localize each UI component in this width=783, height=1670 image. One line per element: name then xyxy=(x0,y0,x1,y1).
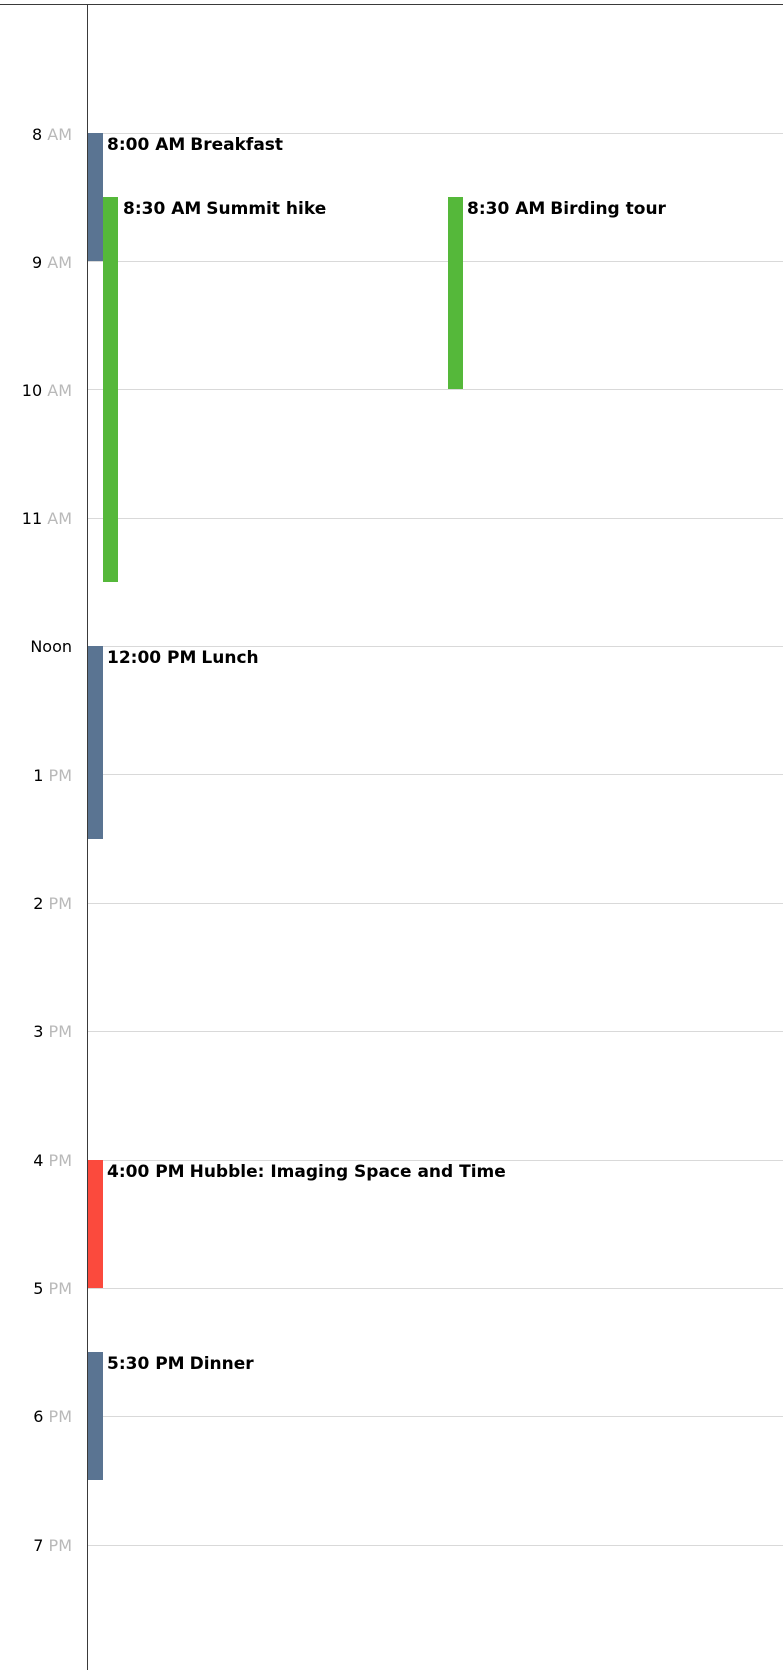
hour-label-11am: 11 AM xyxy=(21,509,72,528)
hour-line-2pm xyxy=(88,903,783,904)
hour-line-7pm xyxy=(88,1545,783,1546)
event-bar-summit-hike[interactable] xyxy=(103,197,118,582)
hour-line-11am xyxy=(88,518,783,519)
event-bar-birding-tour[interactable] xyxy=(448,197,463,389)
hour-line-5pm xyxy=(88,1288,783,1289)
hour-label-noon: Noon xyxy=(30,637,72,656)
hour-label-9am: 9 AM xyxy=(31,253,72,272)
event-lunch[interactable]: 12:00 PM Lunch xyxy=(107,648,259,668)
hour-line-10am xyxy=(88,389,783,390)
hour-line-6pm xyxy=(88,1416,783,1417)
hour-label-3pm: 3 PM xyxy=(33,1022,72,1041)
hour-line-3pm xyxy=(88,1031,783,1032)
hour-line-4pm xyxy=(88,1160,783,1161)
event-bar-dinner[interactable] xyxy=(88,1352,103,1480)
event-bar-hubble[interactable] xyxy=(88,1160,103,1288)
hour-label-4pm: 4 PM xyxy=(33,1151,72,1170)
hour-line-8am xyxy=(88,133,783,134)
hour-line-9am xyxy=(88,261,783,262)
hour-line-1pm xyxy=(88,774,783,775)
hour-label-2pm: 2 PM xyxy=(33,894,72,913)
hour-label-10am: 10 AM xyxy=(21,381,72,400)
event-dinner[interactable]: 5:30 PM Dinner xyxy=(107,1354,254,1374)
hour-line-noon xyxy=(88,646,783,647)
top-border xyxy=(0,4,783,5)
event-summit-hike[interactable]: 8:30 AM Summit hike xyxy=(123,199,327,219)
hour-label-6pm: 6 PM xyxy=(33,1407,72,1426)
hour-label-8am: 8 AM xyxy=(31,125,72,144)
event-bar-breakfast[interactable] xyxy=(88,133,103,261)
hour-label-1pm: 1 PM xyxy=(33,766,72,785)
time-axis-line xyxy=(87,4,88,1670)
event-hubble[interactable]: 4:00 PM Hubble: Imaging Space and Time xyxy=(107,1162,506,1182)
event-birding-tour[interactable]: 8:30 AM Birding tour xyxy=(467,199,666,219)
hour-label-5pm: 5 PM xyxy=(33,1279,72,1298)
event-breakfast[interactable]: 8:00 AM Breakfast xyxy=(107,135,284,155)
event-bar-lunch[interactable] xyxy=(88,646,103,839)
hour-label-7pm: 7 PM xyxy=(33,1536,72,1555)
